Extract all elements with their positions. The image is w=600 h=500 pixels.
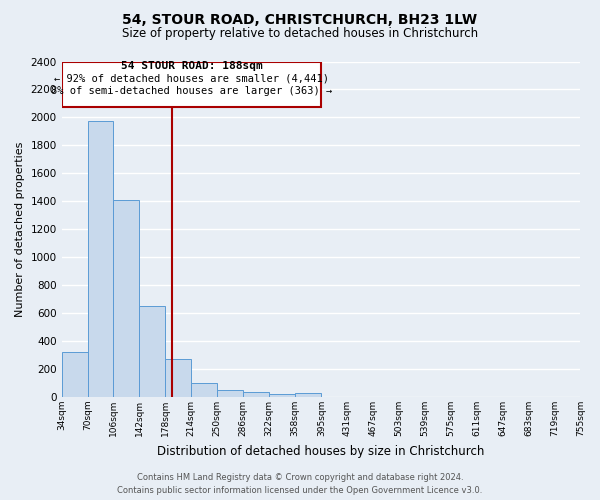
Bar bbox=[165, 358, 191, 397]
Text: Size of property relative to detached houses in Christchurch: Size of property relative to detached ho… bbox=[122, 28, 478, 40]
Bar bbox=[243, 392, 269, 397]
Bar bbox=[139, 306, 165, 397]
Bar bbox=[269, 394, 295, 397]
Text: 54, STOUR ROAD, CHRISTCHURCH, BH23 1LW: 54, STOUR ROAD, CHRISTCHURCH, BH23 1LW bbox=[122, 12, 478, 26]
Y-axis label: Number of detached properties: Number of detached properties bbox=[15, 142, 25, 317]
X-axis label: Distribution of detached houses by size in Christchurch: Distribution of detached houses by size … bbox=[157, 444, 485, 458]
Text: 8% of semi-detached houses are larger (363) →: 8% of semi-detached houses are larger (3… bbox=[51, 86, 332, 96]
Bar bbox=[295, 393, 321, 397]
Text: ← 92% of detached houses are smaller (4,441): ← 92% of detached houses are smaller (4,… bbox=[54, 73, 329, 83]
Bar bbox=[88, 121, 113, 397]
Bar bbox=[62, 352, 88, 397]
Text: 54 STOUR ROAD: 188sqm: 54 STOUR ROAD: 188sqm bbox=[121, 61, 262, 71]
Bar bbox=[191, 383, 217, 397]
Text: Contains HM Land Registry data © Crown copyright and database right 2024.
Contai: Contains HM Land Registry data © Crown c… bbox=[118, 474, 482, 495]
Bar bbox=[113, 200, 139, 397]
Bar bbox=[217, 390, 243, 397]
Bar bbox=[62, 62, 322, 107]
